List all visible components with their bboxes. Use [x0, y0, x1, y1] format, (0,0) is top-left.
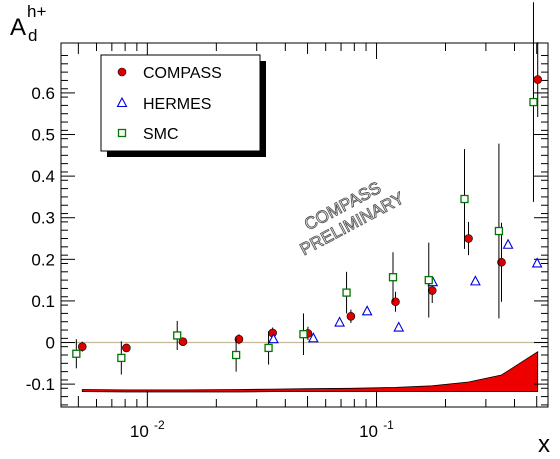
data-point-compass [77, 342, 87, 351]
y-tick-label: 0.4 [31, 167, 55, 186]
legend-marker-compass [117, 67, 127, 77]
data-point-hermes [361, 305, 373, 316]
data-point-smc [388, 273, 398, 282]
x-tick-label-exponent: -1 [383, 418, 394, 432]
series-compass [77, 42, 543, 353]
series-smc [72, 2, 538, 375]
systematic-error-band [81, 350, 539, 393]
legend-marker-hermes [116, 96, 128, 108]
plot-frame [60, 42, 549, 408]
data-point-hermes [307, 332, 319, 343]
y-tick-label: 0.2 [31, 250, 55, 269]
y-tick-label: -0.1 [26, 375, 55, 394]
data-point-smc [173, 331, 182, 340]
data-point-hermes [268, 333, 279, 344]
data-point-smc [231, 350, 241, 360]
data-point-smc [264, 343, 273, 353]
data-point-compass [346, 312, 356, 321]
watermark: COMPASS PRELIMINARY [296, 178, 407, 260]
legend: COMPASS HERMES SMC [100, 54, 266, 157]
data-point-smc [117, 353, 126, 363]
y-axis-title-sub: d [28, 26, 37, 45]
series-hermes [268, 238, 543, 344]
y-axis-title: A h+ d [10, 2, 46, 45]
data-point-compass [427, 286, 437, 295]
legend-label-hermes: HERMES [143, 96, 211, 113]
data-point-smc [424, 275, 433, 285]
data-point-smc [494, 226, 504, 236]
y-axis-title-base: A [10, 14, 26, 41]
y-axis-title-sup: h+ [27, 2, 46, 21]
legend-label-compass: COMPASS [143, 65, 222, 82]
x-axis-title: x [538, 431, 550, 458]
data-point-compass [497, 257, 506, 267]
data-point-compass [533, 75, 543, 84]
legend-box [100, 54, 261, 152]
data-point-hermes [531, 257, 543, 268]
x-tick-label: 10 [130, 422, 149, 441]
data-point-compass [234, 334, 244, 344]
y-tick-label: 0.1 [31, 292, 55, 311]
data-point-compass [178, 337, 188, 346]
legend-marker-smc [117, 128, 127, 138]
data-point-hermes [469, 275, 481, 286]
x-tick-label-exponent: -2 [154, 418, 165, 432]
data-point-hermes [502, 238, 514, 249]
legend-label-smc: SMC [143, 126, 179, 143]
data-point-smc [342, 288, 351, 297]
data-point-compass [122, 343, 131, 353]
y-tick-label: 0 [46, 334, 55, 353]
y-tick-label: 0.6 [31, 84, 55, 103]
data-point-smc [72, 349, 81, 358]
data-point-smc [460, 194, 469, 204]
data-point-smc [529, 97, 538, 107]
y-tick-label: 0.3 [31, 209, 55, 228]
x-tick-label: 10 [359, 422, 378, 441]
data-point-smc [299, 330, 308, 339]
data-point-hermes [393, 321, 405, 332]
data-point-compass [464, 234, 473, 243]
y-tick-label: 0.5 [31, 126, 55, 145]
data-point-hermes [334, 316, 346, 327]
